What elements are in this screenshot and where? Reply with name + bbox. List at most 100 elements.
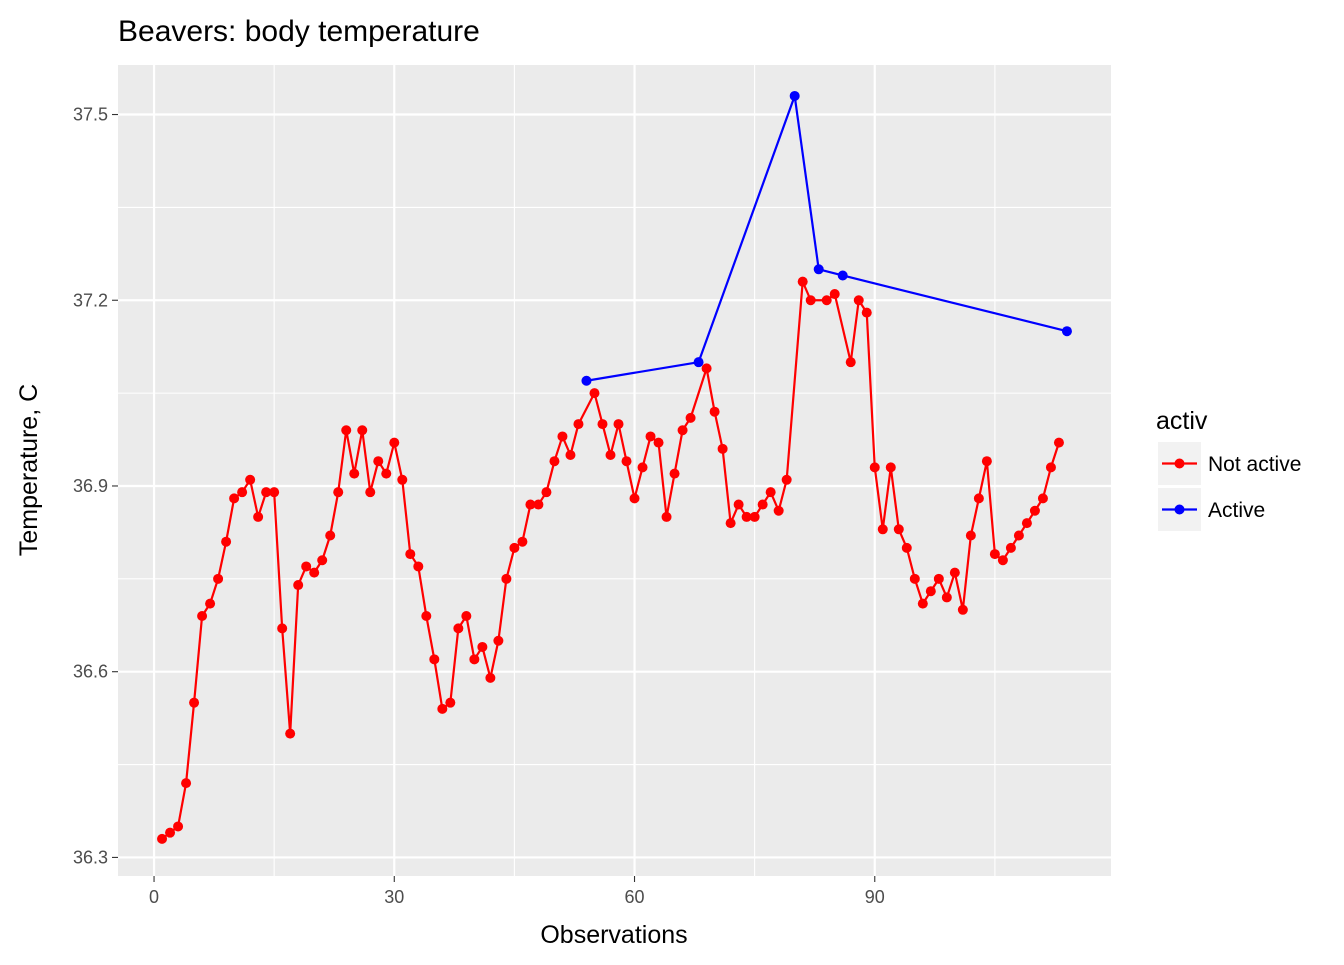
data-point bbox=[365, 487, 376, 498]
y-tick-label: 36.3 bbox=[73, 847, 108, 867]
data-point bbox=[429, 654, 440, 665]
data-point bbox=[293, 580, 304, 591]
data-point bbox=[477, 641, 488, 652]
data-point bbox=[893, 524, 904, 535]
data-point bbox=[333, 487, 344, 498]
data-point bbox=[685, 412, 696, 423]
data-point bbox=[621, 456, 632, 467]
data-point bbox=[741, 511, 752, 522]
data-point bbox=[189, 697, 200, 708]
data-point bbox=[381, 468, 392, 479]
data-point bbox=[765, 487, 776, 498]
y-tick-label: 36.9 bbox=[73, 476, 108, 496]
x-tick-label: 60 bbox=[625, 887, 645, 907]
data-point bbox=[733, 499, 744, 510]
data-point bbox=[501, 573, 512, 584]
data-point bbox=[949, 567, 960, 578]
data-point bbox=[485, 672, 496, 683]
data-point bbox=[901, 542, 912, 553]
data-point bbox=[309, 567, 320, 578]
y-axis-title: Temperature, C bbox=[15, 384, 43, 556]
data-point bbox=[605, 450, 616, 461]
data-point bbox=[237, 487, 248, 498]
data-point bbox=[885, 462, 896, 473]
data-point bbox=[909, 573, 920, 584]
data-point bbox=[821, 295, 832, 306]
data-point bbox=[749, 511, 760, 522]
data-point bbox=[157, 833, 168, 844]
data-point bbox=[1013, 530, 1024, 541]
data-point bbox=[549, 456, 560, 467]
data-point bbox=[565, 450, 576, 461]
x-tick-label: 0 bbox=[149, 887, 159, 907]
data-point bbox=[1037, 493, 1048, 504]
data-point bbox=[693, 357, 704, 368]
data-point bbox=[229, 493, 240, 504]
data-point bbox=[725, 518, 736, 529]
data-point bbox=[525, 499, 536, 510]
data-point bbox=[981, 456, 992, 467]
panel-background bbox=[118, 65, 1111, 876]
data-point bbox=[1021, 518, 1032, 529]
data-point bbox=[445, 697, 456, 708]
data-point bbox=[845, 357, 856, 368]
data-point bbox=[173, 821, 184, 832]
data-point bbox=[757, 499, 768, 510]
legend-label: Active bbox=[1208, 499, 1265, 522]
legend-key-point bbox=[1174, 458, 1185, 469]
data-point bbox=[213, 573, 224, 584]
data-point bbox=[653, 437, 664, 448]
data-point bbox=[397, 474, 408, 485]
data-point bbox=[1061, 326, 1072, 337]
data-point bbox=[437, 703, 448, 714]
data-point bbox=[989, 549, 1000, 560]
data-point bbox=[965, 530, 976, 541]
data-point bbox=[541, 487, 552, 498]
data-point bbox=[1005, 542, 1016, 553]
data-point bbox=[797, 276, 808, 287]
data-point bbox=[925, 586, 936, 597]
data-point bbox=[709, 406, 720, 417]
data-point bbox=[861, 307, 872, 318]
y-tick-label: 37.2 bbox=[73, 290, 108, 310]
data-point bbox=[805, 295, 816, 306]
legend: activ Not active Active bbox=[1156, 407, 1301, 531]
data-point bbox=[717, 443, 728, 454]
data-point bbox=[661, 511, 672, 522]
data-point bbox=[613, 419, 624, 430]
data-point bbox=[165, 827, 176, 838]
data-point bbox=[533, 499, 544, 510]
data-point bbox=[957, 604, 968, 615]
data-point bbox=[941, 592, 952, 603]
data-point bbox=[373, 456, 384, 467]
data-point bbox=[493, 635, 504, 646]
data-point bbox=[917, 598, 928, 609]
data-point bbox=[357, 425, 368, 436]
series-line-active bbox=[586, 94, 1068, 382]
data-point bbox=[221, 536, 232, 547]
axes: 36.3 36.6 36.9 37.2 37.5 0 30 60 90 bbox=[73, 105, 885, 907]
data-point bbox=[1053, 437, 1064, 448]
data-point bbox=[853, 295, 864, 306]
data-point bbox=[181, 778, 192, 789]
x-axis-title: Observations bbox=[540, 921, 687, 949]
legend-title: activ bbox=[1156, 407, 1208, 435]
data-point bbox=[1045, 462, 1056, 473]
data-point bbox=[277, 623, 288, 634]
legend-item-active: Active bbox=[1158, 488, 1265, 531]
data-point bbox=[629, 493, 640, 504]
data-point bbox=[877, 524, 888, 535]
data-point bbox=[973, 493, 984, 504]
data-point bbox=[645, 431, 656, 442]
data-point bbox=[405, 549, 416, 560]
data-point bbox=[837, 270, 848, 281]
x-tick-label: 90 bbox=[865, 887, 885, 907]
series-active bbox=[581, 90, 1072, 386]
data-point bbox=[253, 511, 264, 522]
data-point bbox=[469, 654, 480, 665]
data-point bbox=[781, 474, 792, 485]
data-point bbox=[461, 610, 472, 621]
data-point bbox=[573, 419, 584, 430]
data-point bbox=[245, 474, 256, 485]
data-point bbox=[869, 462, 880, 473]
